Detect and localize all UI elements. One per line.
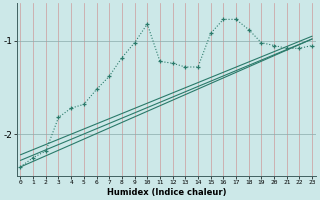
X-axis label: Humidex (Indice chaleur): Humidex (Indice chaleur) [107, 188, 226, 197]
